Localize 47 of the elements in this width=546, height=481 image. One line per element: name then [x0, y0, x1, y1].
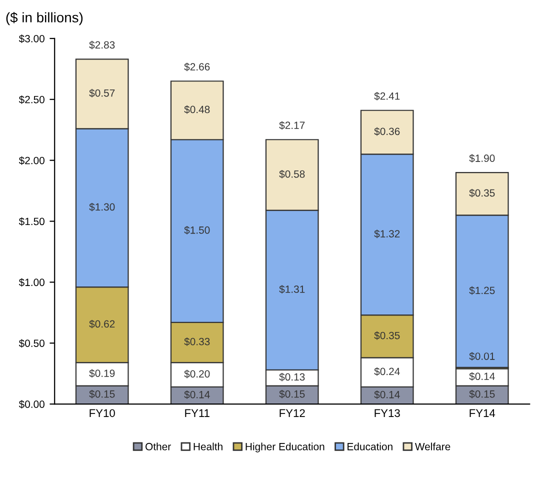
x-tick-label: FY13 [374, 409, 400, 418]
data-label: $0.58 [279, 170, 305, 178]
x-tick-label: FY12 [280, 409, 305, 417]
y-tick-label: $1.50 [18, 217, 44, 226]
data-label: $1.31 [279, 285, 305, 294]
data-label: $1.30 [89, 202, 115, 212]
data-label: $0.14 [469, 372, 495, 381]
y-tick-label: $2.00 [18, 156, 44, 165]
data-label: $0.36 [374, 127, 400, 136]
chart-title: ($ in billions) [6, 12, 83, 26]
legend-label: Other [146, 442, 171, 450]
data-label: $0.15 [279, 390, 305, 398]
data-label: $0.01 [469, 352, 495, 361]
x-tick-label: FY14 [470, 409, 496, 417]
y-tick-label: $2.50 [18, 95, 44, 104]
data-label: $0.14 [184, 390, 210, 399]
data-label: $0.35 [374, 331, 400, 340]
data-label: $0.13 [279, 372, 305, 382]
data-label: $0.48 [184, 105, 210, 114]
data-label: $0.35 [469, 188, 495, 198]
x-tick-label: FY10 [90, 409, 115, 418]
y-tick-label: $0.50 [18, 339, 44, 348]
data-label: $1.25 [469, 286, 495, 295]
legend-label: Welfare [414, 442, 450, 450]
y-tick-label: $0.00 [18, 400, 44, 409]
x-tick-label: FY11 [185, 409, 210, 417]
data-label: $0.33 [184, 337, 210, 346]
data-label: $0.62 [89, 320, 115, 328]
data-label: $1.32 [374, 230, 400, 238]
total-label: $2.41 [374, 92, 400, 100]
total-label: $2.17 [279, 121, 305, 130]
legend-label: Higher Education [246, 442, 324, 452]
y-tick-label: $3.00 [18, 34, 44, 43]
data-label: $0.24 [374, 367, 400, 376]
data-label: $0.57 [89, 88, 115, 98]
legend-label: Health [194, 442, 222, 450]
data-label: $1.50 [184, 226, 210, 234]
legend-label: Education [348, 442, 392, 450]
data-label: $0.15 [469, 390, 495, 398]
total-label: $2.83 [89, 40, 115, 50]
data-label: $0.19 [89, 369, 115, 378]
total-label: $2.66 [184, 62, 210, 72]
data-label: $0.14 [374, 390, 400, 399]
total-label: $1.90 [469, 154, 495, 163]
data-label: $0.20 [184, 370, 210, 378]
data-label: $0.15 [89, 390, 115, 398]
y-tick-label: $1.00 [18, 278, 44, 287]
